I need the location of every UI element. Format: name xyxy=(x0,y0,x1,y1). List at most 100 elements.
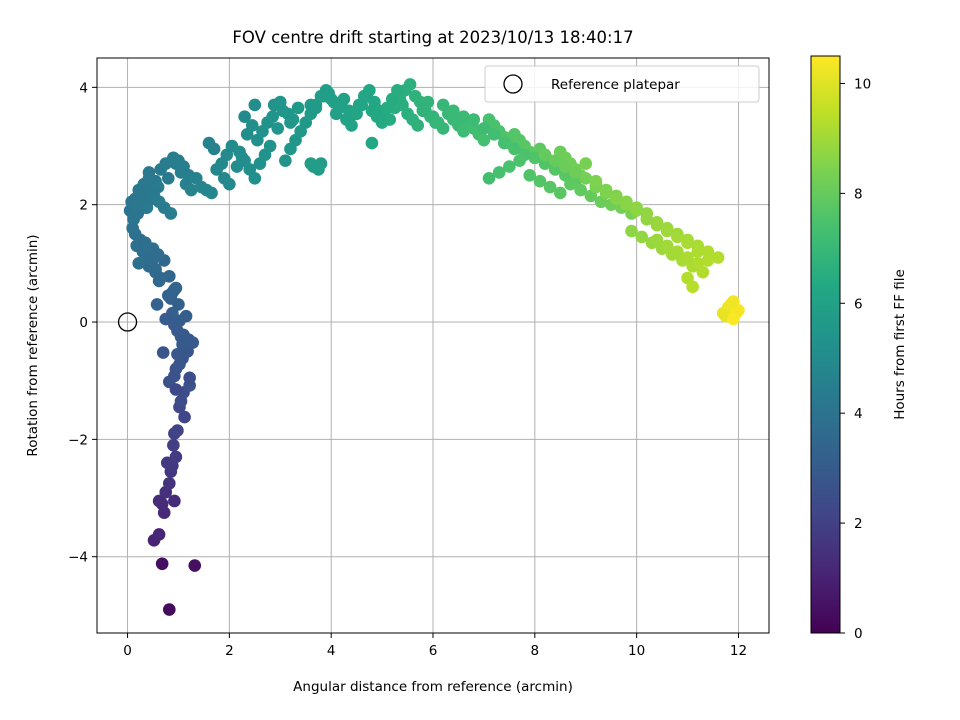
data-point xyxy=(171,424,184,437)
data-point xyxy=(271,122,285,135)
data-point xyxy=(477,133,491,147)
data-point xyxy=(127,210,140,223)
data-point xyxy=(156,346,170,359)
x-tick-label: 4 xyxy=(327,643,336,659)
colorbar-tick-label: 6 xyxy=(854,296,863,312)
data-point xyxy=(579,171,593,185)
chart-title: FOV centre drift starting at 2023/10/13 … xyxy=(232,28,633,47)
data-point xyxy=(266,110,279,123)
y-tick-label: −4 xyxy=(68,550,88,566)
data-point xyxy=(681,236,694,250)
reference-platepar-marker xyxy=(117,312,138,332)
data-point xyxy=(150,298,164,311)
data-point xyxy=(503,160,516,173)
data-point xyxy=(279,154,292,167)
data-point xyxy=(159,312,173,326)
legend: Reference platepar xyxy=(484,65,760,103)
data-point xyxy=(447,104,460,118)
data-point xyxy=(513,154,526,167)
data-point xyxy=(205,186,218,200)
data-point xyxy=(309,101,323,115)
y-axis-ticks: −4 −2 0 2 4 xyxy=(68,80,97,566)
data-point xyxy=(492,166,506,179)
data-point xyxy=(152,528,166,541)
data-point xyxy=(174,166,188,179)
data-point xyxy=(548,163,562,176)
data-point xyxy=(436,122,450,135)
data-point xyxy=(640,213,654,226)
y-axis-label: Rotation from reference (arcmin) xyxy=(25,234,41,456)
data-point xyxy=(263,139,277,153)
data-point xyxy=(599,186,613,200)
data-point xyxy=(589,174,603,188)
data-point xyxy=(162,477,176,490)
data-point xyxy=(671,230,684,244)
data-point xyxy=(174,330,188,343)
data-point xyxy=(179,309,193,323)
data-point xyxy=(457,110,470,123)
colorbar-ticks: 0 2 4 6 8 10 xyxy=(840,76,871,642)
data-point xyxy=(421,95,435,109)
colorbar-tick-label: 4 xyxy=(854,406,863,422)
x-tick-label: 10 xyxy=(628,643,645,659)
x-axis-label: Angular distance from reference (arcmin) xyxy=(293,679,573,695)
data-point xyxy=(538,157,552,170)
legend-marker xyxy=(503,74,523,94)
data-point xyxy=(169,383,183,396)
data-point xyxy=(579,157,593,170)
data-point xyxy=(140,201,154,214)
data-point xyxy=(630,204,643,217)
data-point xyxy=(345,119,358,132)
data-point xyxy=(335,98,348,112)
data-point xyxy=(681,271,694,285)
data-point xyxy=(155,557,169,571)
data-point xyxy=(650,218,664,232)
data-point xyxy=(411,119,425,132)
data-point xyxy=(543,180,557,194)
legend-label: Reference platepar xyxy=(551,77,680,93)
data-point xyxy=(169,450,183,464)
data-point xyxy=(523,169,537,182)
data-point xyxy=(223,177,236,191)
y-tick-label: 0 xyxy=(79,315,88,331)
data-point xyxy=(467,113,481,126)
data-point xyxy=(360,89,374,103)
data-point xyxy=(635,230,649,244)
data-point xyxy=(245,119,259,132)
data-point xyxy=(171,348,184,361)
data-point xyxy=(284,116,297,129)
data-point xyxy=(162,603,176,616)
data-point xyxy=(168,494,181,508)
data-point xyxy=(202,136,216,150)
data-point xyxy=(183,371,196,385)
data-point xyxy=(727,312,740,326)
data-point xyxy=(533,174,547,188)
data-point xyxy=(477,122,491,135)
data-point xyxy=(660,224,674,238)
data-point xyxy=(528,151,542,165)
data-point xyxy=(169,281,183,295)
data-point xyxy=(248,98,262,112)
data-point xyxy=(248,171,262,185)
data-point xyxy=(548,154,562,167)
y-tick-label: 2 xyxy=(79,198,88,214)
data-point xyxy=(184,183,198,197)
x-tick-label: 12 xyxy=(730,643,747,659)
data-points xyxy=(123,78,745,616)
data-point xyxy=(574,183,587,197)
data-point xyxy=(436,98,450,112)
data-point xyxy=(164,207,178,220)
data-point xyxy=(625,224,638,238)
data-point xyxy=(681,251,694,264)
data-point xyxy=(132,257,146,270)
legend-box xyxy=(484,65,760,103)
colorbar xyxy=(810,55,841,634)
data-point xyxy=(375,116,389,129)
x-tick-label: 0 xyxy=(123,643,132,659)
data-point xyxy=(609,192,623,206)
x-tick-label: 8 xyxy=(531,643,540,659)
x-tick-label: 2 xyxy=(225,643,234,659)
data-point xyxy=(538,148,552,162)
y-tick-label: 4 xyxy=(79,80,88,96)
